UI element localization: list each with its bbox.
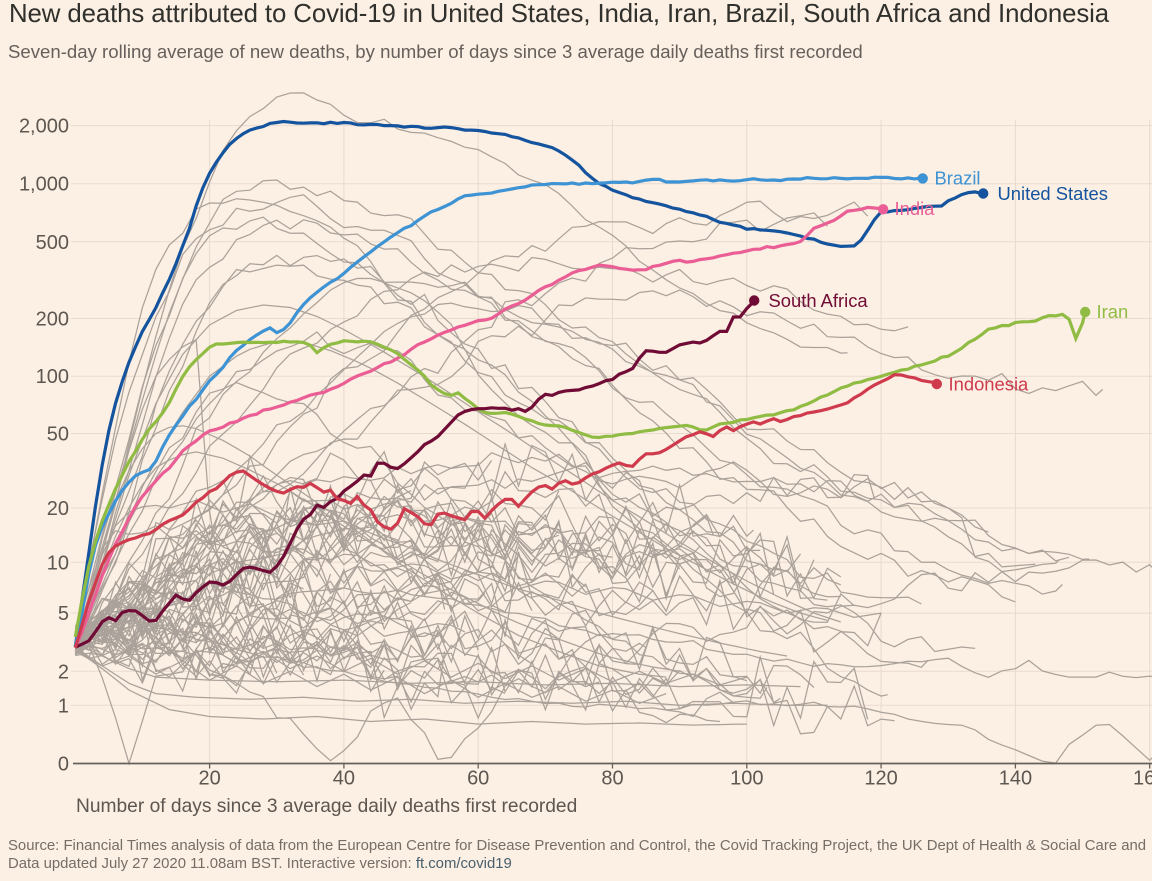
- svg-text:1,000: 1,000: [19, 174, 69, 196]
- svg-text:20: 20: [198, 768, 220, 790]
- svg-text:United States: United States: [998, 183, 1108, 204]
- svg-text:South Africa: South Africa: [769, 290, 869, 311]
- svg-text:140: 140: [999, 768, 1032, 790]
- svg-text:200: 200: [36, 309, 69, 331]
- svg-text:120: 120: [864, 768, 897, 790]
- svg-text:2,000: 2,000: [19, 116, 69, 138]
- svg-text:100: 100: [36, 366, 69, 388]
- svg-text:160: 160: [1133, 768, 1152, 790]
- svg-text:20: 20: [47, 498, 69, 520]
- svg-text:80: 80: [601, 768, 623, 790]
- svg-text:1: 1: [58, 695, 69, 717]
- svg-text:60: 60: [467, 768, 489, 790]
- svg-text:Brazil: Brazil: [935, 167, 981, 188]
- svg-text:India: India: [895, 198, 936, 219]
- svg-text:0: 0: [58, 754, 69, 776]
- svg-text:100: 100: [730, 768, 763, 790]
- svg-text:500: 500: [36, 232, 69, 254]
- svg-text:50: 50: [47, 424, 69, 446]
- svg-text:Indonesia: Indonesia: [949, 373, 1030, 394]
- svg-text:5: 5: [58, 603, 69, 625]
- svg-text:10: 10: [47, 552, 69, 574]
- svg-text:40: 40: [333, 768, 355, 790]
- svg-text:Iran: Iran: [1097, 301, 1129, 322]
- svg-text:2: 2: [58, 661, 69, 683]
